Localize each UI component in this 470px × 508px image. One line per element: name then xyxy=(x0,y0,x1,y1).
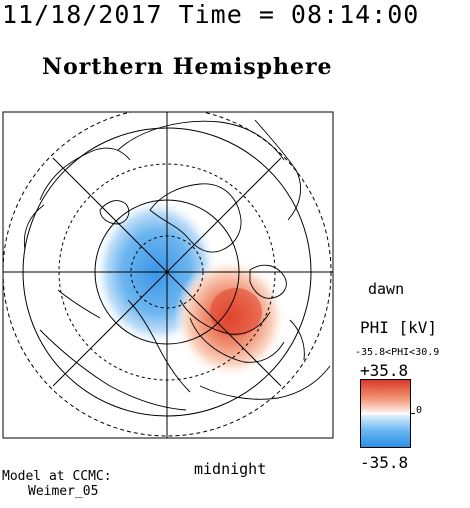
colorbar-range: -35.8<PHI<30.9 xyxy=(355,347,440,358)
plot-title: Northern Hemisphere xyxy=(42,54,333,80)
colorbar-zero-label: 0 xyxy=(416,405,423,416)
positive-potential-core xyxy=(210,288,262,336)
meridians xyxy=(3,112,333,438)
map-frame xyxy=(2,111,334,439)
colorbar-min-label: -35.8 xyxy=(360,453,409,472)
midnight-label: midnight xyxy=(194,460,267,478)
colorbar-max-label: +35.8 xyxy=(360,361,409,380)
model-credit: Model at CCMC: xyxy=(2,469,112,484)
model-name: Weimer_05 xyxy=(28,484,99,499)
colorbar-zero-tick xyxy=(410,413,415,414)
timestamp: 11/18/2017 Time = 08:14:00 xyxy=(2,0,420,29)
colorbar xyxy=(360,379,411,448)
dawn-label: dawn xyxy=(368,280,405,298)
colorbar-title: PHI [kV] xyxy=(360,318,438,337)
